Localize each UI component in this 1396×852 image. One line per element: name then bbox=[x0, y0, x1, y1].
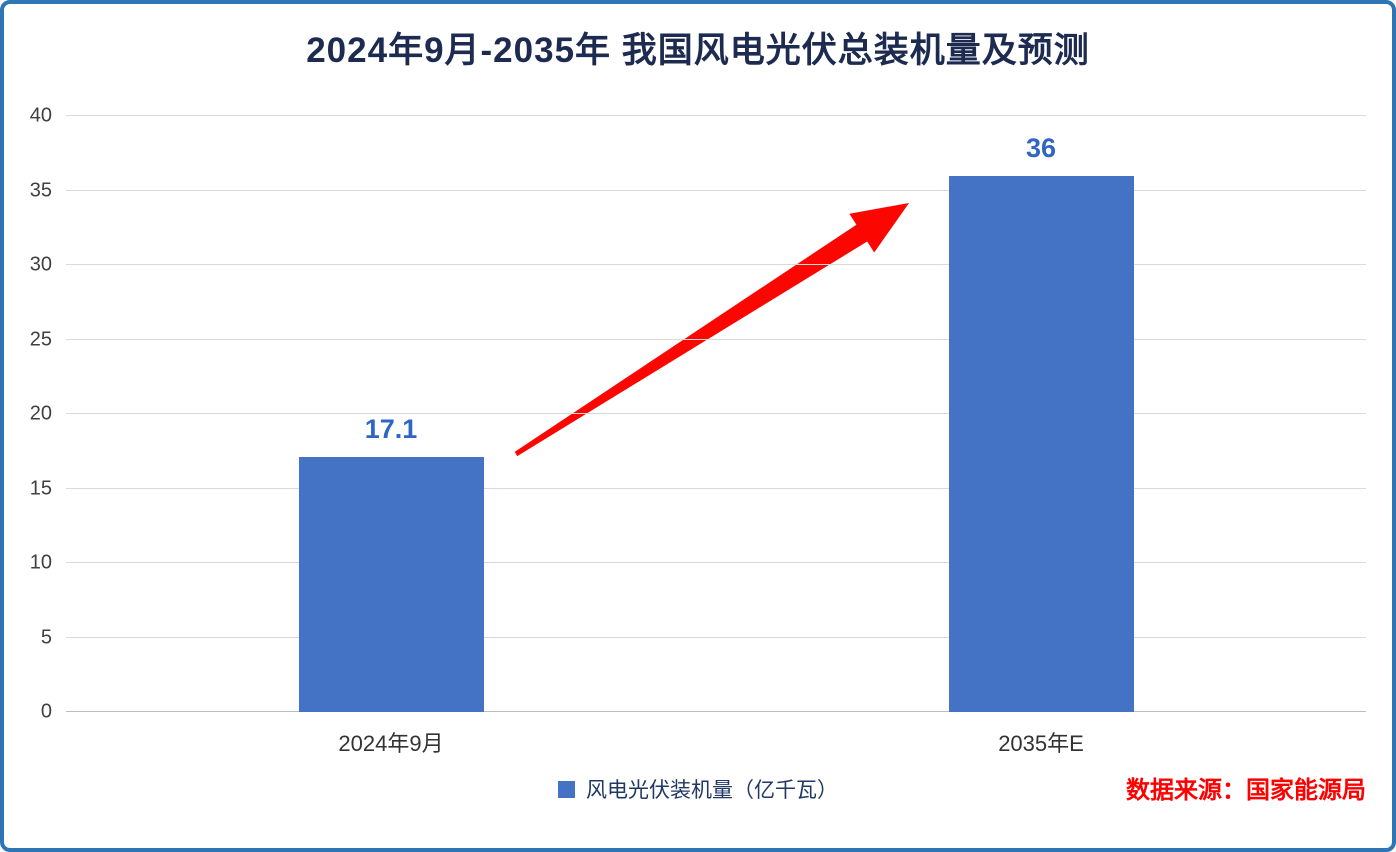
bar bbox=[949, 175, 1134, 712]
trend-arrow-icon bbox=[514, 203, 909, 457]
chart-title: 2024年9月-2035年 我国风电光伏总装机量及预测 bbox=[306, 31, 1090, 70]
y-axis: 0 5 10 15 20 25 30 35 40 bbox=[4, 105, 58, 723]
gridline bbox=[66, 562, 1366, 563]
legend-label: 风电光伏装机量（亿千瓦） bbox=[586, 779, 838, 802]
legend: 风电光伏装机量（亿千瓦） bbox=[4, 774, 1392, 804]
y-axis-tick-label: 15 bbox=[29, 477, 52, 499]
bar-value-label: 36 bbox=[1025, 132, 1057, 163]
source-text: 数据来源：国家能源局 bbox=[1126, 777, 1366, 804]
bar bbox=[299, 457, 484, 712]
gridline bbox=[66, 189, 1366, 191]
y-axis-tick-label: 40 bbox=[29, 104, 52, 127]
plot-area: 17.1 36 bbox=[66, 115, 1366, 712]
bar-value-label: 17.1 bbox=[364, 414, 418, 445]
y-axis-tick-label: 20 bbox=[29, 402, 52, 425]
trend-arrow-shape bbox=[514, 203, 909, 457]
y-axis-tick-label: 25 bbox=[29, 328, 52, 350]
y-axis-tick-label: 5 bbox=[40, 626, 52, 648]
legend-swatch-icon bbox=[558, 780, 575, 798]
gridline bbox=[66, 487, 1366, 489]
y-axis-tick-label: 30 bbox=[29, 253, 52, 276]
gridline bbox=[66, 115, 1366, 116]
gridline bbox=[66, 413, 1366, 414]
x-axis: 2024年9月 2035年E bbox=[66, 726, 1366, 760]
gridline bbox=[66, 264, 1366, 265]
gridline bbox=[66, 636, 1366, 638]
gridline bbox=[66, 338, 1366, 340]
gridline bbox=[66, 711, 1366, 712]
x-axis-tick-label: 2024年9月 bbox=[338, 731, 444, 756]
x-axis-tick-label: 2035年E bbox=[998, 731, 1084, 756]
y-axis-tick-label: 0 bbox=[40, 700, 52, 723]
y-axis-tick-label: 10 bbox=[29, 551, 52, 574]
y-axis-tick-label: 35 bbox=[29, 179, 52, 201]
